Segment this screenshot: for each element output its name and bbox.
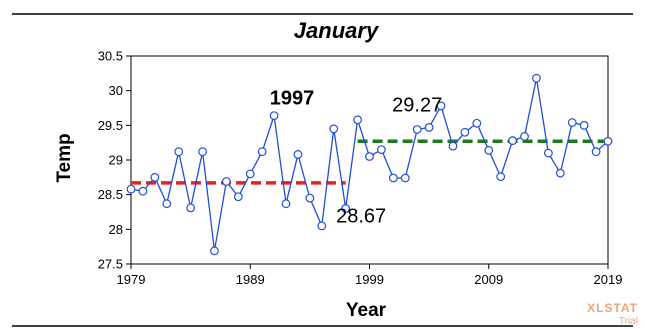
y-axis-label: Temp — [54, 133, 75, 182]
x-tick-label: 2019 — [594, 272, 623, 287]
data-point — [150, 172, 160, 182]
data-point — [293, 150, 303, 159]
data-point — [138, 186, 148, 196]
data-point — [233, 192, 243, 202]
y-tick-label: 30 — [109, 83, 123, 98]
chart-title: January — [294, 18, 380, 43]
y-tick-label: 30.5 — [98, 49, 123, 64]
data-point — [365, 152, 374, 161]
data-point — [186, 203, 196, 213]
data-point — [436, 101, 446, 111]
data-point — [269, 111, 279, 121]
y-ticks: 27.5 28 28.5 29 29.5 30 30.5 — [98, 49, 131, 272]
data-point — [341, 204, 351, 213]
data-point — [496, 172, 506, 182]
data-point — [520, 132, 529, 141]
x-tick-label: 1989 — [236, 272, 265, 287]
data-point — [245, 169, 255, 179]
data-point — [281, 199, 291, 209]
mean-lines — [131, 139, 608, 185]
y-tick-label: 28 — [109, 222, 123, 237]
annotations: 1997 29.27 28.67 — [270, 88, 442, 228]
y-tick-label: 27.5 — [98, 257, 123, 272]
data-point — [460, 127, 470, 137]
data-point — [388, 173, 398, 183]
y-tick-label: 28.5 — [98, 187, 123, 202]
data-point — [448, 141, 458, 151]
data-point — [412, 125, 422, 134]
data-point — [305, 193, 315, 203]
data-point — [591, 147, 601, 157]
x-tick-label: 1979 — [117, 272, 146, 287]
data-point — [329, 124, 339, 134]
x-ticks: 1979 1989 1999 2009 2019 — [117, 264, 623, 287]
y-tick-label: 29 — [109, 153, 123, 168]
data-point — [198, 147, 207, 157]
data-point — [162, 199, 172, 209]
data-point — [221, 177, 231, 186]
x-tick-label: 2009 — [474, 272, 503, 287]
data-point — [579, 120, 589, 130]
data-point — [508, 136, 517, 145]
data-point — [400, 173, 410, 183]
annotation-label: 28.67 — [336, 205, 386, 227]
data-point — [603, 136, 613, 146]
data-point — [472, 118, 482, 128]
watermark-logo: XLSTAT — [587, 301, 638, 315]
data-point — [317, 221, 327, 231]
x-tick-label: 1999 — [355, 272, 384, 287]
y-tick-label: 29.5 — [98, 118, 123, 133]
data-point — [353, 115, 362, 125]
annotation-label: 1997 — [270, 88, 315, 110]
x-axis-label: Year — [346, 300, 387, 321]
data-point — [543, 148, 553, 158]
data-point — [484, 145, 494, 155]
watermark-trial: Trial — [619, 316, 638, 327]
annotation-label: 29.27 — [392, 94, 442, 116]
data-point — [126, 184, 136, 194]
data-point — [377, 145, 386, 155]
data-point — [555, 168, 565, 178]
data-point — [210, 246, 219, 256]
data-point — [567, 118, 577, 127]
data-point — [532, 73, 541, 83]
data-series — [126, 73, 613, 256]
data-point — [174, 147, 184, 157]
data-point — [424, 123, 434, 132]
data-point — [257, 147, 267, 157]
